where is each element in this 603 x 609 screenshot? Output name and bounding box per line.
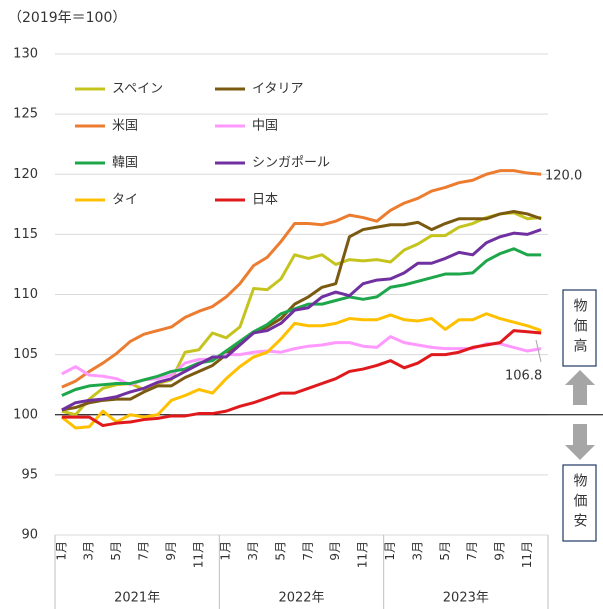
- x-tick-label: 1月: [219, 541, 233, 561]
- label-box: [562, 289, 597, 367]
- y-tick-label: 105: [13, 347, 38, 362]
- label-box: [562, 464, 597, 542]
- series-line: [61, 169, 542, 389]
- legend-label: イタリア: [252, 82, 303, 97]
- y-tick-label: 130: [13, 47, 38, 62]
- legend-label: タイ: [112, 193, 138, 208]
- x-tick-label: 9月: [493, 541, 507, 561]
- y-tick-label: 110: [13, 287, 38, 302]
- side-label: 物価安: [572, 473, 588, 533]
- series-line: [60, 312, 542, 430]
- year-label: 2021年: [114, 591, 160, 606]
- legend-label: 中国: [252, 119, 278, 134]
- x-tick-label: 11月: [191, 541, 205, 568]
- x-tick-label: 1月: [54, 541, 68, 561]
- y-tick-label: 100: [13, 407, 38, 422]
- series-line: [61, 247, 542, 397]
- year-label: 2023年: [443, 591, 489, 606]
- annotation: 106.8: [505, 369, 542, 384]
- x-tick-label: 11月: [520, 541, 534, 568]
- x-tick-label: 7月: [301, 541, 315, 561]
- x-tick-label: 5月: [438, 541, 452, 561]
- x-tick-label: 5月: [273, 541, 287, 561]
- x-tick-label: 9月: [328, 541, 342, 561]
- y-tick-label: 95: [21, 467, 38, 482]
- y-tick-label: 115: [13, 227, 38, 242]
- y-tick-label: 90: [21, 528, 38, 543]
- year-label: 2022年: [278, 591, 324, 606]
- x-tick-label: 9月: [164, 541, 178, 561]
- legend-label: スペイン: [112, 82, 163, 97]
- x-tick-label: 3月: [246, 541, 260, 561]
- x-tick-label: 11月: [356, 541, 370, 568]
- x-tick-label: 3月: [82, 541, 96, 561]
- down-arrow: [565, 424, 595, 460]
- x-tick-label: 7月: [465, 541, 479, 561]
- x-tick-label: 5月: [109, 541, 123, 561]
- unit-label: （2019年＝100）: [8, 10, 126, 26]
- series-line: [61, 228, 542, 412]
- series-line: [61, 329, 542, 428]
- x-tick-label: 7月: [137, 541, 151, 561]
- up-arrow: [565, 370, 595, 405]
- legend-label: 韓国: [112, 156, 138, 171]
- y-tick-label: 125: [13, 107, 38, 122]
- legend-label: 米国: [112, 119, 138, 134]
- x-tick-label: 1月: [383, 541, 397, 561]
- side-label: 物価高: [572, 298, 588, 358]
- leader-line: [535, 339, 542, 363]
- legend-label: 日本: [252, 193, 278, 208]
- legend-label: シンガポール: [252, 156, 330, 171]
- series-line: [61, 335, 542, 387]
- annotation: 120.0: [545, 169, 582, 184]
- series-line: [61, 210, 542, 412]
- x-tick-label: 3月: [410, 541, 424, 561]
- y-tick-label: 120: [13, 167, 38, 182]
